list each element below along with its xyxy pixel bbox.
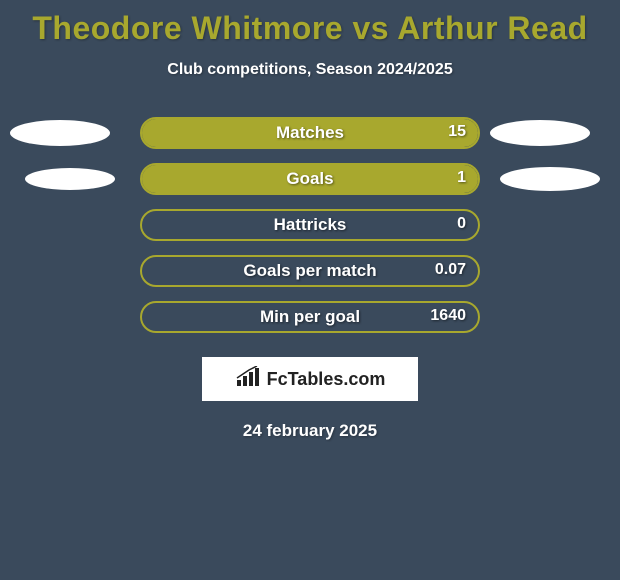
- stat-value-right: 1: [457, 169, 466, 187]
- player-left-marker: [25, 168, 115, 190]
- stat-label: Matches: [142, 119, 478, 147]
- stats-container: Matches15 Goals1 Hattricks0 Goals per match…: [0, 117, 620, 333]
- stat-value-right: 0: [457, 215, 466, 233]
- page-title: Theodore Whitmore vs Arthur Read: [0, 0, 620, 47]
- stat-value-right: 1640: [430, 307, 466, 325]
- stat-bar: Hattricks0: [140, 209, 480, 241]
- player-right-marker: [490, 120, 590, 146]
- stat-bar: Goals1: [140, 163, 480, 195]
- stat-label: Goals: [142, 165, 478, 193]
- logo-text: FcTables.com: [267, 369, 386, 390]
- stat-row: Matches15: [0, 117, 620, 149]
- logo-box: FcTables.com: [202, 357, 418, 401]
- stat-value-right: 0.07: [435, 261, 466, 279]
- stat-label: Hattricks: [142, 211, 478, 239]
- stat-bar: Min per goal1640: [140, 301, 480, 333]
- player-left-marker: [10, 120, 110, 146]
- stat-row: Goals per match0.07: [0, 255, 620, 287]
- stat-bar: Goals per match0.07: [140, 255, 480, 287]
- player-right-marker: [500, 167, 600, 191]
- stat-row: Min per goal1640: [0, 301, 620, 333]
- stat-value-right: 15: [448, 123, 466, 141]
- stat-label: Goals per match: [142, 257, 478, 285]
- stat-row: Hattricks0: [0, 209, 620, 241]
- date-line: 24 february 2025: [0, 421, 620, 441]
- stat-row: Goals1: [0, 163, 620, 195]
- stat-bar: Matches15: [140, 117, 480, 149]
- stat-label: Min per goal: [142, 303, 478, 331]
- bar-chart-icon: [235, 366, 261, 393]
- subtitle: Club competitions, Season 2024/2025: [0, 61, 620, 79]
